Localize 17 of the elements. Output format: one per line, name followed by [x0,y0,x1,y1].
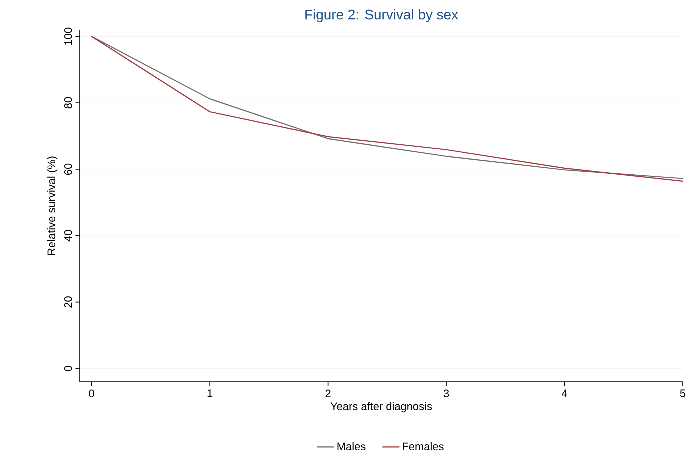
y-tick-label: 80 [64,97,72,109]
x-tick-label: 3 [444,390,450,398]
x-tick-label: 4 [562,390,568,398]
legend-label: Males [338,442,366,451]
y-tick-label: 100 [64,28,72,45]
x-tick-label: 0 [89,390,94,398]
y-tick-label: 40 [64,230,72,242]
x-tick-label: 5 [680,390,686,398]
y-tick-label: 0 [64,366,72,372]
x-axis-title: Years after diagnosis [330,402,432,413]
y-tick-label: 60 [64,164,72,175]
y-tick-label: 20 [64,296,72,308]
x-tick-label: 1 [208,390,213,398]
y-axis-title: Relative survival (%) [47,156,58,256]
x-tick-label: 2 [326,390,331,398]
chart-title: Figure 2: Survival by sex [306,9,458,22]
legend-label: Females [403,442,444,451]
